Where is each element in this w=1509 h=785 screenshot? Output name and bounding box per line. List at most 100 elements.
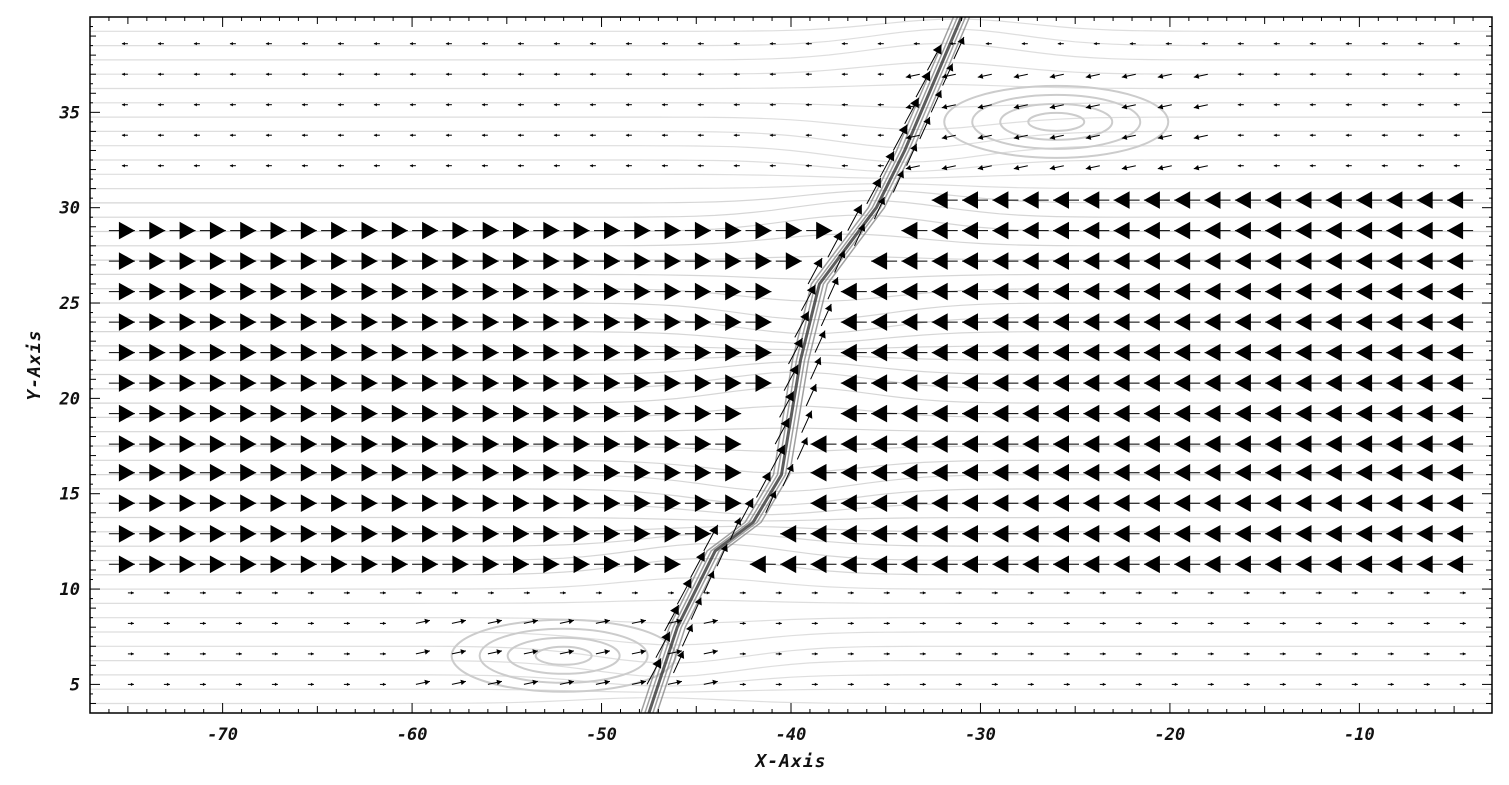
vector-arrow-head <box>992 555 1009 574</box>
vector-arrow-head <box>992 221 1009 240</box>
vector-arrow-head <box>118 494 135 512</box>
vector-arrow-head <box>725 313 742 331</box>
vector-arrow-head <box>1417 72 1421 76</box>
vector-arrow-head <box>1102 621 1106 625</box>
vector-arrow-head <box>1453 103 1457 107</box>
vector-arrow-head <box>1102 682 1106 686</box>
vector-arrow-head <box>573 435 590 453</box>
vector-arrow-head <box>1325 282 1342 301</box>
vector-arrow-head <box>1234 435 1251 453</box>
streamline <box>90 354 1492 361</box>
vector-arrow-head <box>744 498 754 509</box>
vector-arrow-head <box>1174 221 1191 240</box>
vector-arrow-head <box>931 313 948 331</box>
streamline <box>90 199 1492 218</box>
streamline <box>90 427 1492 433</box>
vector-arrow-head <box>193 103 197 107</box>
vector-arrow-head <box>809 384 817 392</box>
vector-arrow-head <box>1022 282 1039 301</box>
vector-arrow-head <box>992 282 1009 301</box>
vector-arrow-head <box>1143 252 1160 270</box>
vector-arrow-head <box>1013 165 1020 171</box>
vector-arrow-head <box>149 252 166 270</box>
vector-arrow-head <box>589 133 593 137</box>
x-tick-label: -70 <box>207 725 238 745</box>
vector-arrow-head <box>573 555 590 574</box>
vector-arrow-head <box>1386 221 1403 240</box>
vector-arrow-head <box>1174 652 1178 656</box>
vector-arrow-head <box>229 164 233 168</box>
vector-arrow-head <box>886 682 890 686</box>
vector-arrow-head <box>814 652 818 656</box>
vector-arrow-head <box>391 221 408 240</box>
vector-arrow-head <box>664 435 681 453</box>
vector-arrow-head <box>1174 555 1191 574</box>
vector-arrow-head <box>1246 591 1250 595</box>
vector-arrow-head <box>901 555 918 574</box>
vector-arrow-head <box>361 494 378 512</box>
vector-arrow-head <box>1083 252 1100 270</box>
vector-arrow-head <box>725 343 742 362</box>
vector-arrow-head <box>922 621 926 625</box>
vector-arrow-head <box>1193 134 1200 140</box>
vector-arrow-head <box>337 133 341 137</box>
vector-arrow-head <box>300 282 317 301</box>
vector-arrow-head <box>270 463 287 482</box>
vector-arrow-head <box>931 463 948 482</box>
vector-arrow-head <box>452 525 469 543</box>
vector-arrow-head <box>1030 591 1034 595</box>
vector-arrow-head <box>1210 652 1214 656</box>
vector-arrow-head <box>513 404 529 423</box>
vector-arrow-head <box>1426 652 1430 656</box>
vector-arrow-head <box>149 343 166 362</box>
vector-arrow-head <box>1295 252 1312 270</box>
vector-arrow-head <box>994 682 998 686</box>
vector-arrow-head <box>1138 652 1142 656</box>
vector-arrow-head <box>346 621 350 625</box>
vector-arrow-head <box>482 282 499 301</box>
vector-arrow-head <box>664 282 681 301</box>
vector-arrow-head <box>661 631 670 642</box>
vector-arrow-head <box>962 252 978 270</box>
vector-arrow-head <box>1157 104 1164 110</box>
vector-arrow-head <box>850 591 854 595</box>
vector-arrow-head <box>1462 682 1466 686</box>
vector-arrow-head <box>361 435 378 453</box>
vector-arrow-head <box>166 652 170 656</box>
vector-arrow-head <box>776 444 785 456</box>
vector-arrow-head <box>1426 591 1430 595</box>
vector-arrow-head <box>682 578 692 589</box>
vector-arrow-head <box>382 621 386 625</box>
vector-arrow-head <box>1265 404 1282 423</box>
vector-arrow-head <box>1237 72 1241 76</box>
vector-arrow-head <box>676 618 682 625</box>
vector-arrow-head <box>1085 104 1092 110</box>
vector-arrow-head <box>1174 435 1191 453</box>
vector-arrow-head <box>1462 591 1466 595</box>
streamline <box>90 273 1492 281</box>
vector-arrow-head <box>238 591 242 595</box>
vector-arrow-head <box>229 42 233 46</box>
vector-arrow-head <box>805 72 809 76</box>
vector-arrow-head <box>149 463 166 482</box>
vector-arrow-head <box>1417 42 1421 46</box>
vector-arrow-head <box>1022 555 1039 574</box>
vector-arrow-head <box>481 133 485 137</box>
vector-arrow-head <box>634 435 651 453</box>
vector-arrow-head <box>1113 374 1130 392</box>
vector-arrow-head <box>422 282 439 301</box>
vector-arrow-head <box>482 555 499 574</box>
vector-arrow-head <box>1386 463 1403 482</box>
vector-arrow-head <box>1053 525 1069 543</box>
vector-arrow-head <box>676 679 682 686</box>
vector-arrow-head <box>1053 404 1069 423</box>
vector-arrow-head <box>1447 404 1464 423</box>
vector-arrow-head <box>240 252 257 270</box>
vector-arrow-head <box>517 133 521 137</box>
vector-arrow-head <box>806 284 816 295</box>
vector-arrow-head <box>1246 652 1250 656</box>
vector-arrow-head <box>482 252 499 270</box>
vector-arrow-head <box>1022 313 1039 331</box>
vector-arrow-head <box>118 313 135 331</box>
vector-arrow-head <box>274 591 278 595</box>
